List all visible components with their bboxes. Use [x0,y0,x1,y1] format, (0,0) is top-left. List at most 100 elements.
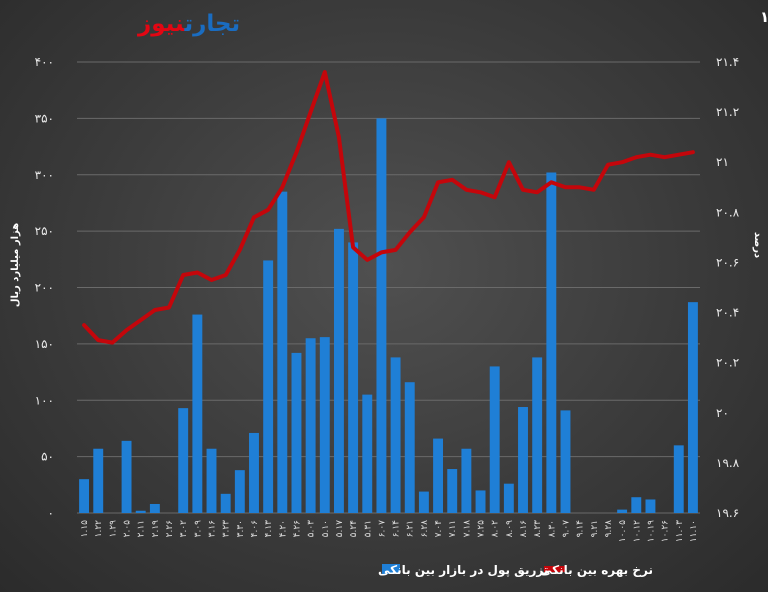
x-tick-label: ۴.۲۰ [278,520,288,537]
bar [192,314,203,513]
bar [362,394,373,513]
chart-title: روند تزریق پول بانک مرکزی در بازار بین ب… [760,8,768,27]
x-tick-label: ۱۰.۱۹ [646,520,656,542]
bar [135,510,146,513]
x-tick-label: ۴.۰۶ [250,520,260,538]
right-tick-label: ۲۰.۶ [716,255,739,269]
bar [149,503,160,513]
legend-bar-swatch [382,564,400,574]
left-axis-ticks: ۰ ۵۰ ۱۰۰ ۱۵۰ ۲۰۰ ۲۵۰ ۳۰۰ ۳۵۰ ۴۰۰ [35,55,54,520]
bar [404,382,415,513]
left-tick-label: ۳۰۰ [35,168,54,182]
x-tick-label: ۶.۱۴ [392,520,402,538]
bar [503,483,514,513]
bar [333,228,344,513]
x-tick-label: ۱.۱۵ [80,520,90,538]
x-tick-label: ۴.۱۳ [264,520,274,538]
legend: نرخ بهره بین بانکی تزریق پول در بازار بی… [378,563,653,578]
logo-part2: نیوز [137,11,185,37]
x-tick-label: ۵.۰۳ [307,520,317,538]
legend-bar-label: تزریق پول در بازار بین بانکی [378,563,548,578]
x-tick-label: ۷.۱۸ [462,520,472,538]
bar [489,366,500,513]
bar [447,469,458,513]
bar-series [79,118,698,513]
right-tick-label: ۲۰.۸ [716,205,740,219]
left-tick-label: ۲۰۰ [35,281,54,295]
bar [546,172,557,513]
x-tick-label: ۲.۱۱ [137,520,147,537]
left-tick-label: ۲۵۰ [35,224,54,238]
bar [277,191,288,513]
right-tick-label: ۲۱ [716,155,729,169]
x-tick-label: ۳.۱۶ [208,520,218,538]
x-tick-label: ۸.۰۹ [505,520,515,538]
x-tick-label: ۲.۱۹ [151,520,161,538]
right-axis-ticks: ۱۹.۶ ۱۹.۸ ۲۰ ۲۰.۲ ۲۰.۴ ۲۰.۶ ۲۰.۸ ۲۱ ۲۱.۲ ۲۱.۴ [716,55,740,520]
bar [532,357,543,513]
x-tick-label: ۶.۰۷ [377,520,387,538]
x-tick-label: ۹.۱۴ [576,520,586,538]
left-tick-label: ۴۰۰ [35,55,54,69]
bar [121,440,132,513]
x-tick-label: ۱.۲۲ [94,520,104,538]
bar [305,338,316,513]
x-tick-label: ۲.۰۵ [123,520,133,538]
bar [79,479,90,513]
right-tick-label: ۱۹.۸ [716,456,740,470]
left-tick-label: ۳۵۰ [35,111,54,125]
brand-logo: تجارتنیوز [137,11,240,37]
bar [348,242,359,513]
left-tick-label: ۵۰ [41,450,54,464]
x-tick-label: ۸.۲۳ [533,520,543,538]
right-tick-label: ۲۰.۴ [716,306,739,320]
bar [617,509,628,513]
bar [249,432,259,513]
rate-line [82,70,695,345]
bar [461,448,472,513]
x-tick-label: ۵.۲۴ [349,520,359,538]
right-tick-label: ۱۹.۶ [716,506,739,520]
x-tick-label: ۹.۰۷ [562,520,572,538]
bar [645,499,656,513]
left-tick-label: ۱۰۰ [35,393,54,407]
x-tick-label: ۴.۲۶ [293,520,303,538]
bar [206,448,217,513]
right-tick-label: ۲۱.۲ [716,105,739,119]
x-tick-label: ۷.۰۴ [434,520,444,538]
right-axis-label: درصد [752,232,763,258]
x-tick-label: ۲.۲۶ [165,520,175,538]
x-tick-label: ۷.۱۱ [448,520,458,537]
bar [220,493,231,513]
right-tick-label: ۲۰.۲ [716,356,739,370]
x-tick-label: ۶.۲۱ [406,520,416,537]
bar [433,438,444,513]
x-tick-label: ۹.۲۸ [604,520,614,538]
bar [93,448,104,513]
bar [475,490,486,513]
bar [178,408,189,513]
right-tick-label: ۲۰ [716,406,729,420]
x-tick-label: ۱۰.۲۶ [661,520,671,542]
logo-part1: تجارت [183,11,240,37]
bar [234,470,245,513]
x-tick-label: ۹.۲۱ [590,520,600,537]
svg-text:تجارتنیوز: تجارتنیوز [137,11,240,37]
left-axis-label: هزار میلیارد ریال [10,223,21,307]
x-tick-label: ۱۰.۰۵ [618,520,628,542]
legend-line-swatch [544,566,566,572]
x-tick-label: ۵.۱۷ [335,520,345,538]
bar [673,445,684,513]
x-tick-label: ۳.۳۰ [236,520,246,537]
right-tick-label: ۲۱.۴ [716,55,739,69]
x-tick-label: ۳.۰۲ [179,520,189,538]
x-tick-label: ۱۱.۱۰ [689,520,699,542]
bar [291,352,302,513]
x-axis-ticks: ۱.۱۵ ۱.۲۲ ۱.۲۹ ۲.۰۵ ۲.۱۱ ۲.۱۹ ۲.۲۶ ۳.۰۲ ۳.۰۹ ۳.۱۶… [80,520,699,542]
bar [263,260,274,513]
x-tick-label: ۱۰.۱۲ [632,520,642,542]
bar [319,337,330,513]
x-tick-label: ۸.۰۲ [491,520,501,538]
